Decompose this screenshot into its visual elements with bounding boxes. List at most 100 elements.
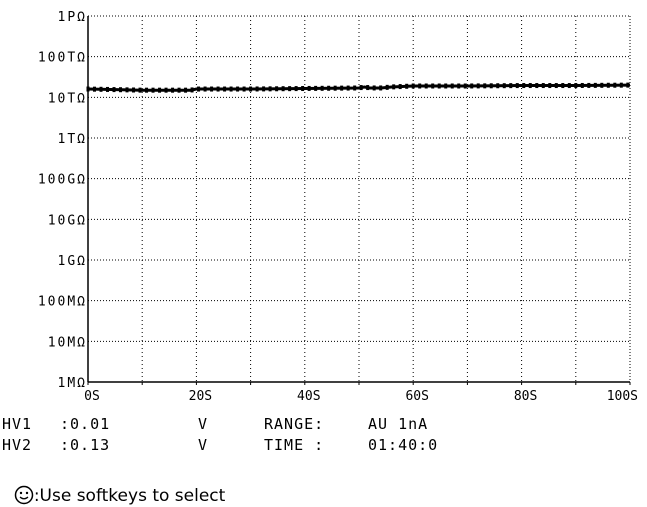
hv1-label: HV1 <box>2 415 33 433</box>
trace-point <box>327 85 331 91</box>
softkey-hint-text: :Use softkeys to select <box>33 486 226 506</box>
trace-point <box>502 83 506 89</box>
measurement-screen: 1PΩ100TΩ10TΩ1TΩ100GΩ10GΩ1GΩ100MΩ10MΩ1MΩ … <box>38 10 638 404</box>
x-tick-label: 40S <box>297 389 320 404</box>
hv2-label: HV2 <box>2 436 33 454</box>
trace-point <box>112 87 116 93</box>
trace-point <box>619 82 623 88</box>
trace-point <box>405 83 409 89</box>
trace-point <box>301 86 305 92</box>
trace-point <box>184 87 188 93</box>
resistance-trace <box>86 82 631 93</box>
trace-point <box>268 86 272 92</box>
trace-point <box>548 83 552 89</box>
trace-point <box>450 83 454 89</box>
trace-point <box>294 86 298 92</box>
trace-point <box>561 83 565 89</box>
trace-point <box>411 83 415 89</box>
y-tick-label: 10GΩ <box>48 213 87 228</box>
trace-point <box>496 83 500 89</box>
trace-point <box>158 87 162 93</box>
y-tick-label: 1PΩ <box>58 10 87 25</box>
trace-point <box>541 83 545 89</box>
trace-point <box>125 87 129 93</box>
y-axis-ticks: 1PΩ 100TΩ 10TΩ 1TΩ 100GΩ 10GΩ 1GΩ 100MΩ 10MΩ 1MΩ <box>38 10 87 391</box>
trace-point <box>574 83 578 89</box>
trace-point <box>483 83 487 89</box>
y-tick-label: 100TΩ <box>38 51 87 66</box>
trace-point <box>132 87 136 93</box>
time-label: TIME : <box>264 436 325 454</box>
trace-point <box>626 82 630 88</box>
chart-grid <box>87 15 631 385</box>
trace-point <box>164 87 168 93</box>
trace-point <box>463 83 467 89</box>
trace-point <box>392 84 396 90</box>
trace-point <box>587 82 591 88</box>
trace-point <box>93 86 97 92</box>
trace-point <box>515 83 519 89</box>
trace-point <box>567 83 571 89</box>
softkey-hint: :Use softkeys to select <box>2 463 225 507</box>
y-tick-label: 100MΩ <box>38 295 87 310</box>
trace-point <box>470 83 474 89</box>
trace-point <box>197 86 201 92</box>
trace-point <box>177 87 181 93</box>
trace-point <box>509 83 513 89</box>
trace-point <box>554 83 558 89</box>
trace-point <box>262 86 266 92</box>
trace-point <box>288 86 292 92</box>
range-label: RANGE: <box>264 415 325 433</box>
trace-point <box>314 85 318 91</box>
hv2-value: :0.13 <box>60 436 111 454</box>
trace-point <box>229 86 233 92</box>
trace-point <box>249 86 253 92</box>
x-tick-label: 0S <box>84 389 100 404</box>
x-tick-label: 100S <box>607 389 638 404</box>
trace-point <box>593 82 597 88</box>
trace-point <box>535 83 539 89</box>
trace-point <box>613 82 617 88</box>
trace-point <box>353 85 357 91</box>
trace-point <box>437 83 441 89</box>
trace-point <box>151 87 155 93</box>
trace-point <box>138 87 142 93</box>
trace-point <box>242 86 246 92</box>
trace-point <box>119 87 123 93</box>
y-tick-label: 100GΩ <box>38 173 87 188</box>
trace-point <box>223 86 227 92</box>
trace-point <box>333 85 337 91</box>
trace-point <box>398 84 402 90</box>
trace-point <box>359 85 363 91</box>
trace-point <box>580 82 584 88</box>
trace-point <box>106 86 110 92</box>
trace-point <box>366 85 370 91</box>
y-tick-label: 1GΩ <box>58 254 87 269</box>
range-value: AU 1nA <box>368 415 429 433</box>
hv1-unit: V <box>198 415 209 433</box>
trace-point <box>281 86 285 92</box>
trace-point <box>385 84 389 90</box>
trace-point <box>190 87 194 93</box>
trace-point <box>418 83 422 89</box>
trace-point <box>444 83 448 89</box>
trace-point <box>457 83 461 89</box>
smiley-face-icon <box>14 485 34 505</box>
trace-point <box>489 83 493 89</box>
trace-point <box>203 86 207 92</box>
trace-point <box>528 83 532 89</box>
trace-point <box>476 83 480 89</box>
trace-point <box>379 85 383 91</box>
trace-point <box>171 87 175 93</box>
x-tick-label: 80S <box>514 389 537 404</box>
x-tick-label: 60S <box>405 389 428 404</box>
x-tick-label: 20S <box>189 389 212 404</box>
trace-point <box>320 85 324 91</box>
time-value: 01:40:0 <box>368 436 439 454</box>
trace-point <box>307 85 311 91</box>
trace-point <box>431 83 435 89</box>
trace-point <box>424 83 428 89</box>
hv1-value: :0.01 <box>60 415 111 433</box>
trace-point <box>340 85 344 91</box>
y-tick-label: 1TΩ <box>58 132 87 147</box>
